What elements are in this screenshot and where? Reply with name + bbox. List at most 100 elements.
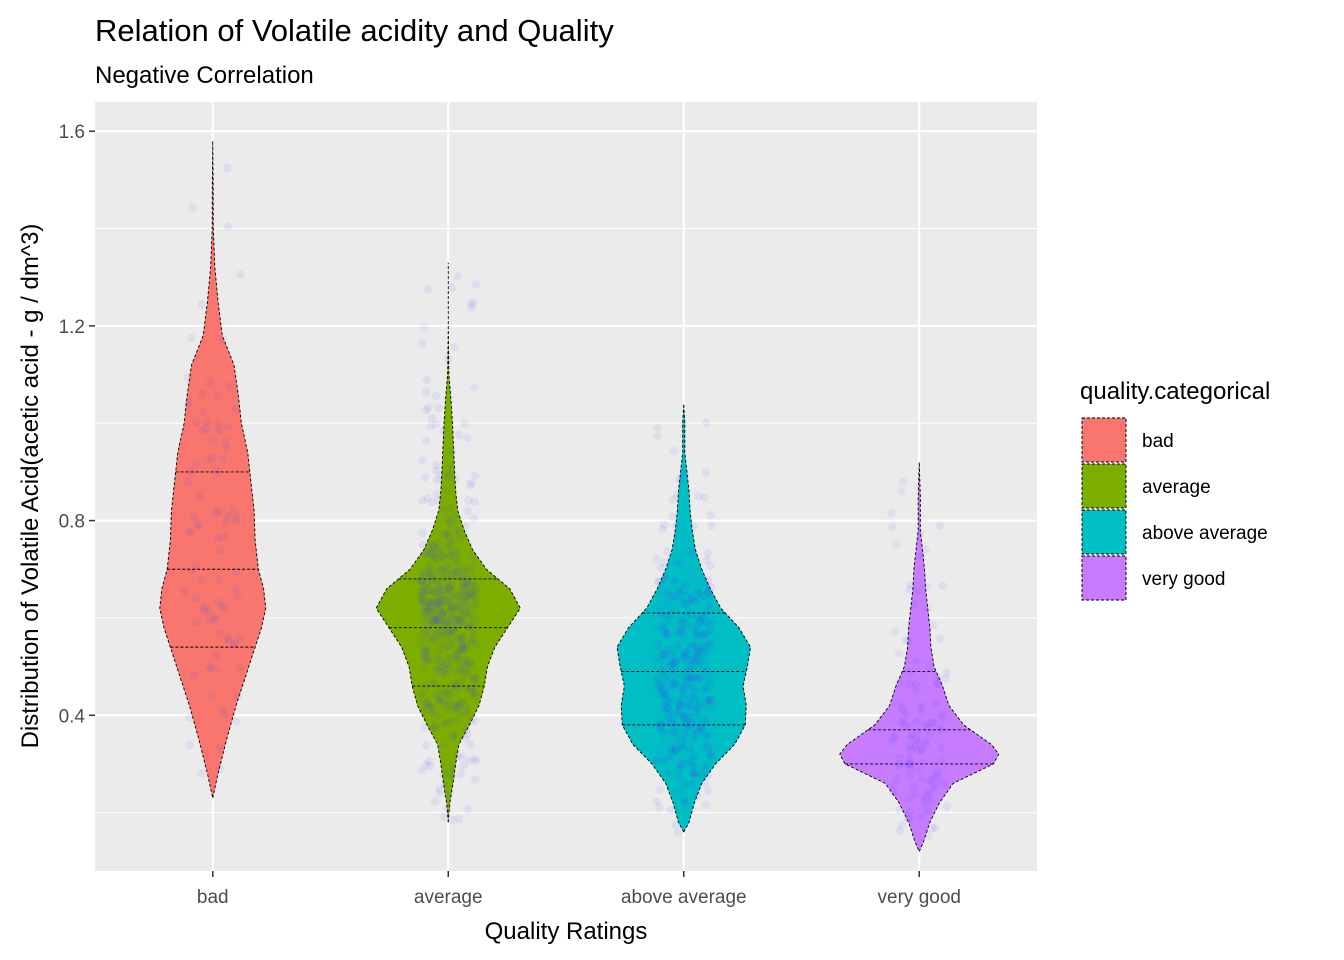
jitter-point [685,693,694,703]
jitter-point [468,687,477,696]
jitter-point [907,580,916,589]
jitter-point [656,720,665,729]
jitter-point [672,521,681,530]
jitter-point [187,334,196,343]
jitter-point [421,648,431,657]
jitter-point [431,392,441,401]
jitter-point [454,599,463,608]
jitter-point [701,647,710,657]
jitter-point [445,585,454,594]
jitter-point [661,698,670,707]
jitter-point [679,587,688,596]
jitter-point [673,530,682,539]
jitter-point [692,622,702,631]
jitter-point [448,538,457,548]
jitter-point [447,602,456,611]
jitter-point [694,702,704,712]
jitter-point [432,466,441,475]
jitter-point [679,652,688,661]
chart-title: Relation of Volatile acidity and Quality [95,13,614,48]
jitter-point [430,690,440,699]
jitter-point [442,530,451,539]
jitter-point [897,718,906,728]
jitter-point [439,529,448,538]
jitter-point [941,674,950,683]
jitter-point [678,628,687,638]
jitter-point [676,741,685,751]
jitter-point [707,617,716,626]
jitter-point [422,375,431,384]
jitter-point [466,716,476,725]
jitter-point [659,650,668,659]
jitter-point [704,601,713,610]
jitter-point [427,616,436,626]
jitter-point [418,707,428,716]
jitter-point [460,607,469,617]
jitter-point [934,679,943,689]
jitter-point [929,718,938,727]
jitter-point [686,713,695,722]
jitter-point [452,655,462,664]
jitter-point [437,611,447,620]
jitter-point [670,665,679,674]
jitter-point [677,695,686,705]
jitter-point [888,737,897,746]
jitter-point [900,720,909,729]
jitter-point [699,764,708,773]
jitter-point [419,662,429,672]
jitter-point [652,675,661,685]
jitter-point [444,471,453,480]
jitter-point [228,505,238,514]
jitter-point [439,698,448,707]
jitter-point [673,627,682,637]
jitter-point [437,601,446,611]
jitter-point [706,729,715,738]
jitter-point [935,634,944,643]
jitter-point [427,636,437,645]
jitter-point [468,478,477,488]
jitter-point [684,590,693,599]
jitter-point [666,745,676,754]
jitter-point [694,588,703,598]
jitter-point [462,644,471,653]
jitter-point [658,728,668,737]
jitter-point [674,712,683,721]
jitter-point [888,523,897,532]
jitter-point [470,383,479,392]
jitter-point [424,568,433,577]
jitter-point [922,739,931,749]
jitter-point [655,608,664,617]
y-tick-label: 0.4 [59,706,86,727]
jitter-point [910,600,919,609]
jitter-point [448,610,457,619]
jitter-point [230,639,239,648]
jitter-point [424,757,433,766]
jitter-point [657,611,666,620]
jitter-point [894,761,903,770]
jitter-point [183,401,192,410]
jitter-point [670,725,679,734]
jitter-point [681,535,690,544]
jitter-point [691,770,700,780]
jitter-point [469,634,478,644]
jitter-point [458,645,467,655]
jitter-point [417,576,426,585]
jitter-point [223,163,232,173]
jitter-point [664,682,673,692]
jitter-point [202,424,211,433]
jitter-point [702,668,711,677]
jitter-point [918,758,927,768]
jitter-point [906,732,915,742]
jitter-point [678,710,688,720]
jitter-point [895,826,904,835]
jitter-point [652,555,661,564]
jitter-point [704,587,714,596]
jitter-point [662,574,671,583]
jitter-point [439,618,449,628]
jitter-point [427,724,436,733]
jitter-point [417,598,426,607]
jitter-point [917,551,926,560]
jitter-point [681,678,690,687]
jitter-point [685,757,695,766]
jitter-point [224,636,233,645]
